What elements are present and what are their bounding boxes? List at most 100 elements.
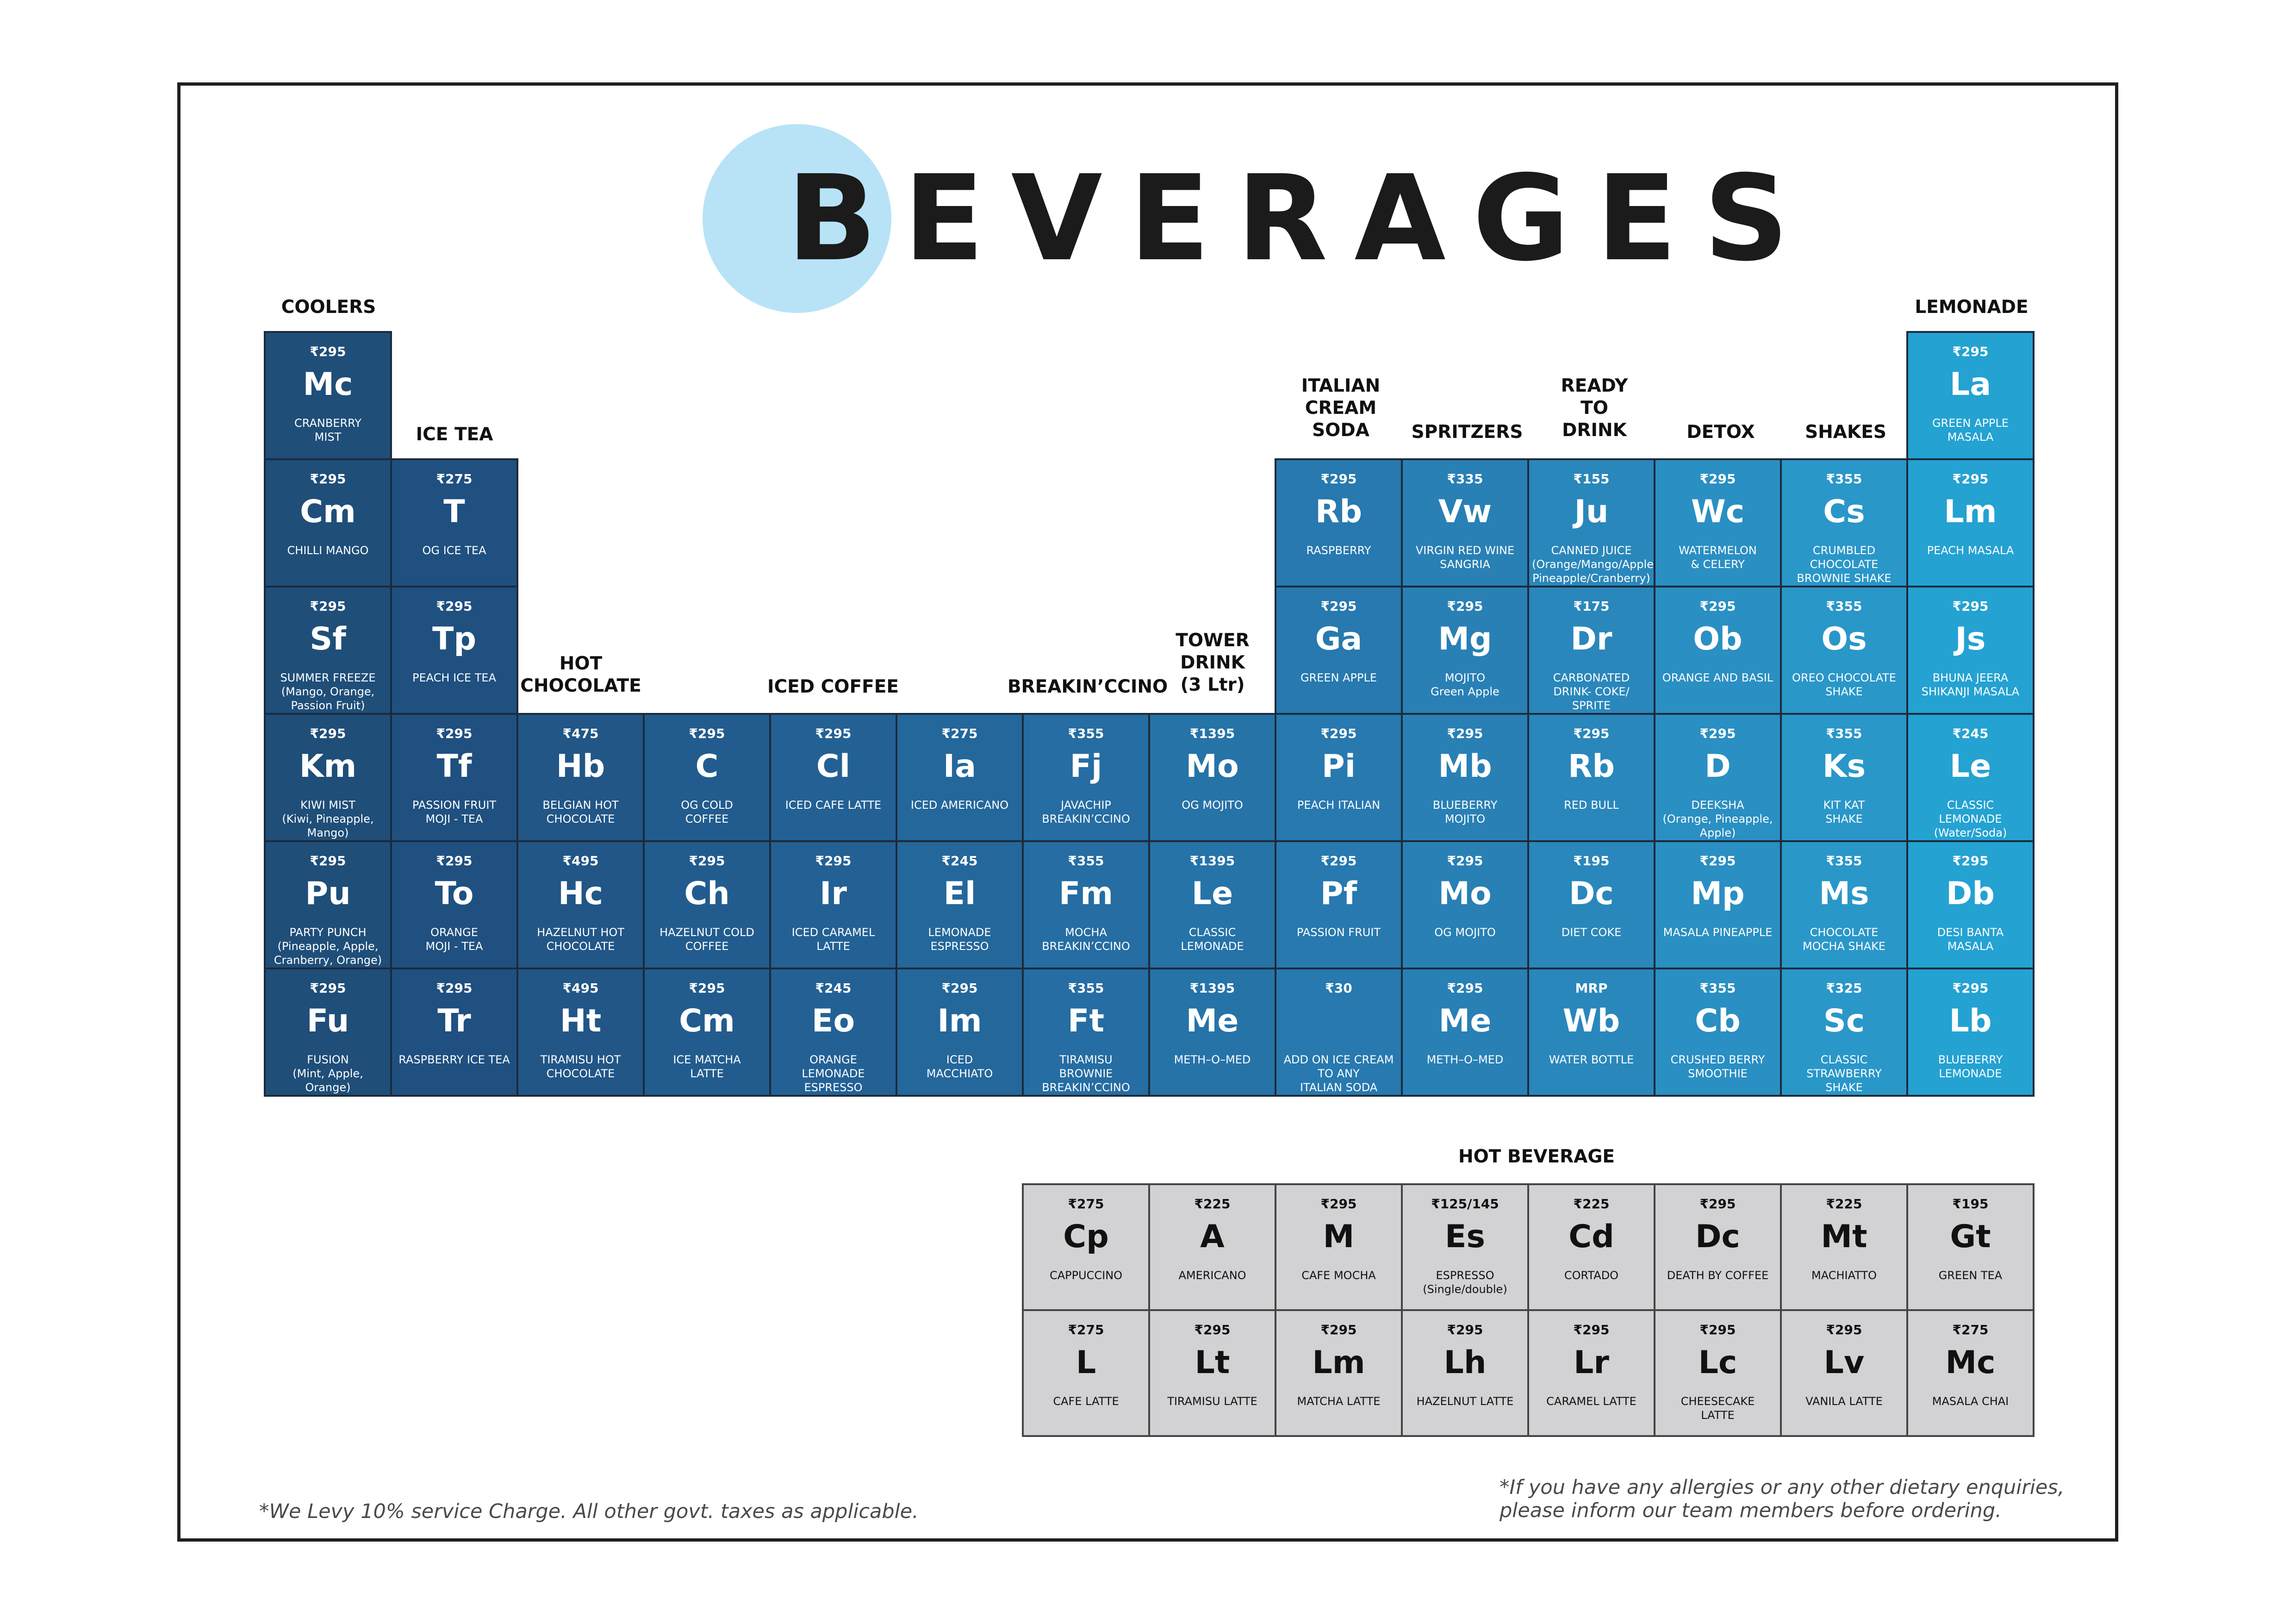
menu-item-name: OG ICE TEA bbox=[422, 544, 486, 557]
hot-menu-cell: ₹295 Dc DEATH BY COFFEE bbox=[1654, 1183, 1782, 1311]
hot-menu-cell: ₹275 Cp CAPPUCCINO bbox=[1022, 1183, 1150, 1311]
menu-item-name: WATER BOTTLE bbox=[1549, 1053, 1634, 1066]
menu-item-name: MASALA PINEAPPLE bbox=[1663, 926, 1773, 939]
hot-menu-cell: ₹295 Lv VANILA LATTE bbox=[1780, 1309, 1908, 1437]
menu-item-name: CRUMBLED CHOCOLATE BROWNIE SHAKE bbox=[1797, 544, 1892, 585]
menu-price: ₹295 bbox=[310, 471, 346, 487]
menu-cell: MRP Wb WATER BOTTLE bbox=[1527, 968, 1655, 1097]
menu-cell: ₹295 Cm CHILLI MANGO bbox=[264, 458, 392, 587]
menu-item-name: CARAMEL LATTE bbox=[1546, 1395, 1636, 1408]
menu-symbol: Cm bbox=[300, 493, 356, 530]
menu-cell: ₹295 La GREEN APPLE MASALA bbox=[1906, 331, 2035, 460]
menu-item-name: RED BULL bbox=[1564, 799, 1619, 812]
hot-menu-cell: ₹295 Lc CHEESECAKE LATTE bbox=[1654, 1309, 1782, 1437]
menu-item-name: CRUSHED BERRY SMOOTHIE bbox=[1670, 1053, 1765, 1080]
menu-price: ₹295 bbox=[1952, 599, 1989, 614]
menu-cell: ₹295 Cl ICED CAFE LATTE bbox=[769, 713, 897, 842]
category-hot-chocolate: HOT CHOCOLATE bbox=[520, 653, 641, 696]
menu-item-name: AMERICANO bbox=[1178, 1269, 1246, 1282]
menu-cell: ₹295 Ga GREEN APPLE bbox=[1275, 586, 1403, 715]
menu-item-name: BLUEBERRY MOJITO bbox=[1432, 799, 1498, 825]
menu-item-name: CORTADO bbox=[1564, 1269, 1619, 1282]
category-iced-coffee: ICED COFFEE bbox=[767, 676, 899, 697]
menu-price: ₹295 bbox=[436, 599, 473, 614]
menu-symbol: Os bbox=[1821, 621, 1867, 657]
menu-price: ₹295 bbox=[1447, 1322, 1483, 1337]
menu-price: ₹295 bbox=[1573, 1322, 1610, 1337]
menu-item-name: ORANGE MOJI - TEA bbox=[425, 926, 483, 953]
menu-cell: ₹295 Wc WATERMELON & CELERY bbox=[1654, 458, 1782, 587]
menu-item-name: WATERMELON & CELERY bbox=[1679, 544, 1757, 571]
menu-cell: ₹355 Os OREO CHOCOLATE SHAKE bbox=[1780, 586, 1908, 715]
menu-cell: ₹1395 Le CLASSIC LEMONADE bbox=[1148, 840, 1276, 969]
menu-symbol: Le bbox=[1949, 748, 1991, 785]
service-charge-note: *We Levy 10% service Charge. All other g… bbox=[259, 1500, 919, 1523]
menu-item-name: ICED CAFE LATTE bbox=[785, 799, 882, 812]
menu-item-name: RASPBERRY ICE TEA bbox=[398, 1053, 510, 1066]
menu-cell: ₹295 Tr RASPBERRY ICE TEA bbox=[390, 968, 518, 1097]
menu-item-name: PASSION FRUIT MOJI - TEA bbox=[412, 799, 497, 825]
menu-price: ₹295 bbox=[310, 344, 346, 359]
menu-symbol: M bbox=[1323, 1218, 1355, 1255]
menu-symbol: Cp bbox=[1063, 1218, 1109, 1255]
menu-price: ₹295 bbox=[1320, 1322, 1357, 1337]
category-detox: DETOX bbox=[1686, 422, 1755, 443]
menu-price: ₹245 bbox=[1952, 726, 1989, 741]
menu-item-name: CLASSIC STRAWBERRY SHAKE bbox=[1806, 1053, 1882, 1094]
menu-symbol: Ks bbox=[1822, 748, 1866, 785]
menu-symbol: Sf bbox=[310, 621, 346, 657]
menu-item-name: ICE MATCHA LATTE bbox=[673, 1053, 741, 1080]
menu-symbol: Mp bbox=[1691, 875, 1745, 912]
menu-item-name: CHOCOLATE MOCHA SHAKE bbox=[1802, 926, 1886, 953]
menu-cell: ₹325 Sc CLASSIC STRAWBERRY SHAKE bbox=[1780, 968, 1908, 1097]
menu-item-name: CLASSIC LEMONADE bbox=[1181, 926, 1244, 953]
menu-price: ₹275 bbox=[1068, 1322, 1104, 1337]
menu-price: ₹495 bbox=[562, 981, 599, 996]
menu-item-name: MASALA CHAI bbox=[1932, 1395, 2009, 1408]
menu-price: ₹495 bbox=[562, 853, 599, 868]
page-title: BEVERAGES bbox=[787, 150, 1816, 287]
menu-symbol: Fu bbox=[306, 1003, 349, 1039]
menu-cell: ₹295 Pi PEACH ITALIAN bbox=[1275, 713, 1403, 842]
menu-price: ₹295 bbox=[1320, 599, 1357, 614]
menu-cell: ₹355 Cs CRUMBLED CHOCOLATE BROWNIE SHAKE bbox=[1780, 458, 1908, 587]
menu-symbol: A bbox=[1200, 1218, 1225, 1255]
menu-item-name: HAZELNUT COLD COFFEE bbox=[660, 926, 754, 953]
menu-item-name: CAPPUCCINO bbox=[1049, 1269, 1123, 1282]
menu-price: ₹355 bbox=[1826, 599, 1862, 614]
category-shakes: SHAKES bbox=[1805, 422, 1886, 443]
menu-cell: ₹295 Ob ORANGE AND BASIL bbox=[1654, 586, 1782, 715]
menu-price: ₹295 bbox=[1699, 853, 1736, 868]
menu-item-name: ICED AMERICANO bbox=[910, 799, 1009, 812]
menu-price: ₹295 bbox=[310, 599, 346, 614]
menu-cell: ₹475 Hb BELGIAN HOT CHOCOLATE bbox=[516, 713, 645, 842]
menu-item-name: ESPRESSO (Single/double) bbox=[1423, 1269, 1507, 1296]
menu-cell: ₹195 Dc DIET COKE bbox=[1527, 840, 1655, 969]
menu-item-name: TIRAMISU HOT CHOCOLATE bbox=[540, 1053, 621, 1080]
menu-cell: ₹175 Dr CARBONATED DRINK- COKE/ SPRITE bbox=[1527, 586, 1655, 715]
menu-price: ₹155 bbox=[1573, 471, 1610, 487]
menu-price: ₹295 bbox=[1447, 853, 1483, 868]
menu-item-name: HAZELNUT LATTE bbox=[1416, 1395, 1514, 1408]
menu-symbol: Me bbox=[1438, 1003, 1492, 1039]
menu-symbol: Dc bbox=[1569, 875, 1614, 912]
menu-price: ₹1395 bbox=[1189, 981, 1235, 996]
menu-symbol: Wc bbox=[1691, 493, 1745, 530]
hot-menu-cell: ₹225 Cd CORTADO bbox=[1527, 1183, 1655, 1311]
menu-symbol: Sc bbox=[1823, 1003, 1865, 1039]
menu-symbol: Tr bbox=[437, 1003, 471, 1039]
menu-price: ₹355 bbox=[1068, 853, 1104, 868]
menu-cell: ₹275 Ia ICED AMERICANO bbox=[896, 713, 1024, 842]
menu-item-name: BLUEBERRY LEMONADE bbox=[1938, 1053, 2003, 1080]
menu-symbol: Ft bbox=[1068, 1003, 1104, 1039]
menu-price: ₹295 bbox=[689, 726, 725, 741]
menu-cell: ₹275 T OG ICE TEA bbox=[390, 458, 518, 587]
hot-menu-cell: ₹295 Lr CARAMEL LATTE bbox=[1527, 1309, 1655, 1437]
menu-symbol: Ju bbox=[1574, 493, 1609, 530]
menu-price: ₹355 bbox=[1826, 726, 1862, 741]
menu-cell: ₹295 Js BHUNA JEERA SHIKANJI MASALA bbox=[1906, 586, 2035, 715]
menu-symbol: Tp bbox=[432, 621, 477, 657]
menu-symbol: D bbox=[1705, 748, 1731, 785]
menu-price: ₹175 bbox=[1573, 599, 1610, 614]
category-tower-drink: TOWER DRINK (3 Ltr) bbox=[1176, 630, 1250, 695]
